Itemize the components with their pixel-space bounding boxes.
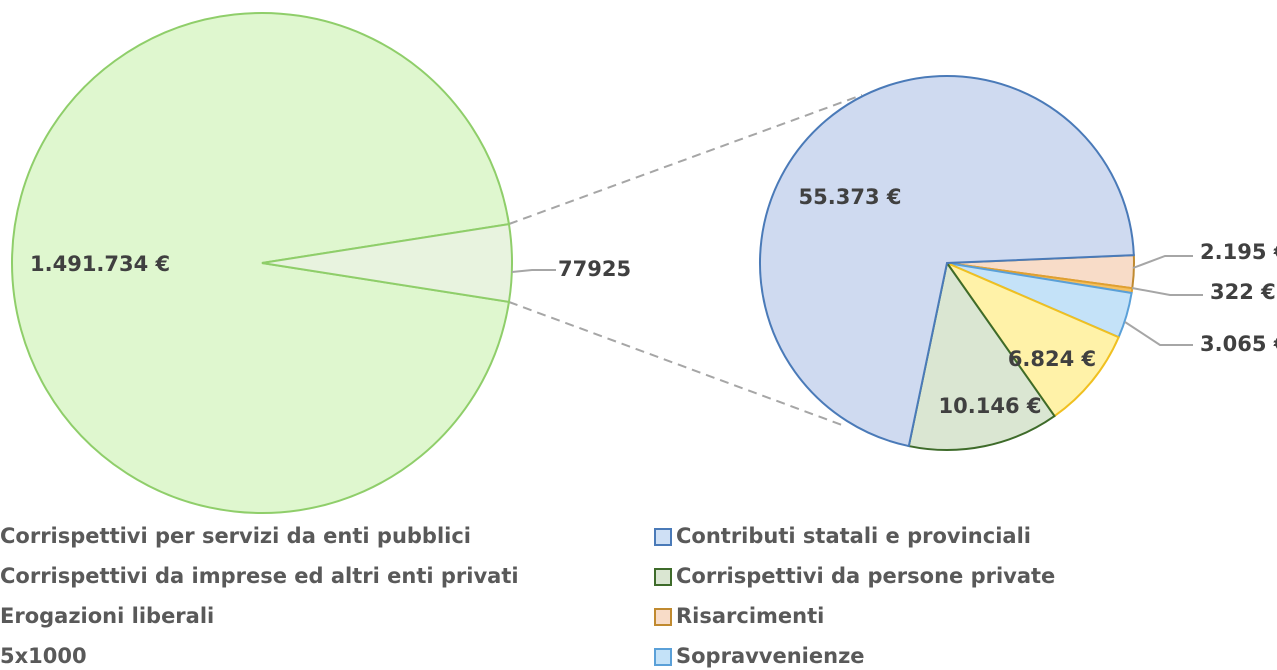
data-label: 3.065 € — [1200, 332, 1277, 356]
legend-label: Corrispettivi da persone private — [676, 564, 1055, 588]
data-label: 322 € — [1210, 280, 1276, 304]
leader-line — [1132, 255, 1193, 269]
legend-label: Erogazioni liberali — [0, 604, 214, 628]
legend-label: Risarcimenti — [676, 604, 824, 628]
data-label: 6.824 € — [1008, 347, 1096, 371]
legend-swatch — [654, 528, 672, 546]
legend-label: Corrispettivi per servizi da enti pubbli… — [0, 524, 471, 548]
secondary-slice — [759, 75, 1135, 448]
leader-line — [1131, 287, 1203, 296]
leader-line — [1124, 321, 1193, 346]
data-label: 55.373 € — [799, 185, 902, 209]
other-slice — [261, 223, 514, 303]
legend-swatch — [654, 608, 672, 626]
secondary-slice — [944, 260, 1120, 418]
legend-label: Sopravvenienze — [676, 644, 865, 668]
leader-line — [511, 269, 556, 273]
legend-label: Corrispettivi da imprese ed altri enti p… — [0, 564, 519, 588]
legend-swatch — [654, 648, 672, 666]
data-label: 77925 — [558, 257, 631, 281]
legend-label: 5x1000 — [0, 644, 87, 668]
data-label: 2.195 € — [1200, 240, 1277, 264]
legend-swatch — [654, 568, 672, 586]
data-label: 10.146 € — [939, 394, 1042, 418]
secondary-slice — [907, 260, 1056, 451]
legend-label: Contributi statali e provinciali — [676, 524, 1031, 548]
connector-line — [508, 94, 863, 225]
main-slice — [11, 12, 511, 514]
data-label: 1.491.734 € — [30, 252, 170, 276]
